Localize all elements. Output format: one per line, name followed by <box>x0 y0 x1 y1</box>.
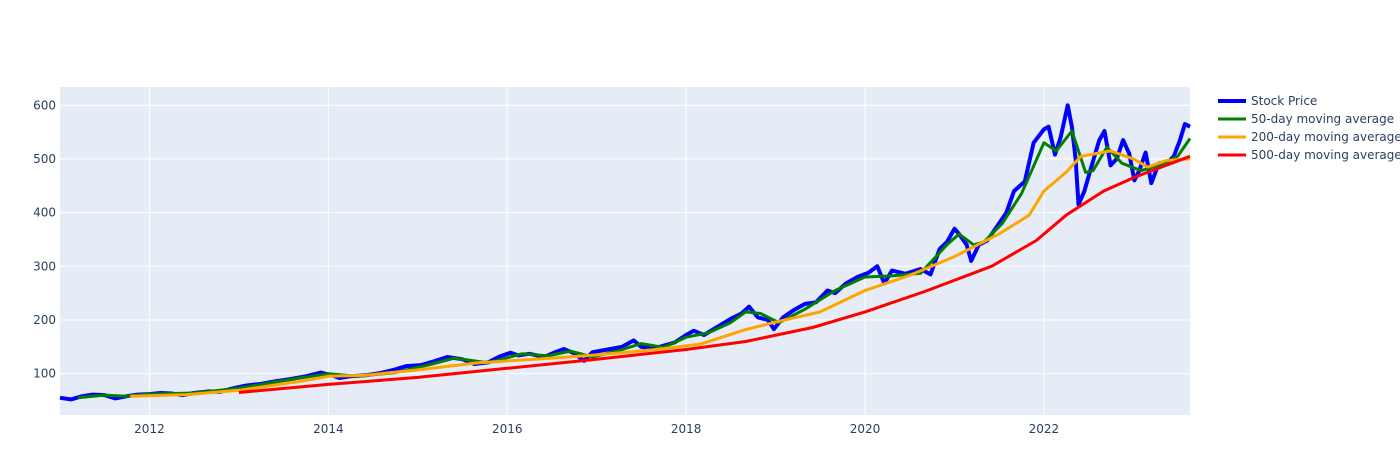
y-axis: 100 200 300 400 500 600 <box>33 98 56 380</box>
legend-item-500-day[interactable]: 500-day moving average <box>1218 148 1400 162</box>
y-tick-label: 200 <box>33 313 56 327</box>
series-line-500-day-moving-average <box>238 154 1191 394</box>
y-tick-label: 400 <box>33 206 56 220</box>
y-tick-label: 100 <box>33 367 56 381</box>
series-lines <box>59 103 1192 402</box>
y-tick-label: 300 <box>33 259 56 273</box>
legend-label: 200-day moving average <box>1251 130 1400 144</box>
legend-label: Stock Price <box>1251 94 1317 108</box>
x-tick-label: 2022 <box>1029 422 1060 436</box>
plot-background <box>60 87 1190 415</box>
x-axis: 2012 2014 2016 2018 2020 2022 <box>134 422 1059 436</box>
x-tick-label: 2018 <box>671 422 702 436</box>
legend-item-200-day[interactable]: 200-day moving average <box>1218 130 1400 144</box>
y-tick-label: 500 <box>33 152 56 166</box>
x-tick-label: 2012 <box>134 422 165 436</box>
legend-item-stock-price[interactable]: Stock Price <box>1218 94 1317 108</box>
x-tick-label: 2020 <box>850 422 881 436</box>
legend-label: 500-day moving average <box>1251 148 1400 162</box>
series-line-200-day-moving-average <box>130 149 1191 398</box>
x-tick-label: 2016 <box>492 422 523 436</box>
legend-label: 50-day moving average <box>1251 112 1394 126</box>
y-tick-label: 600 <box>33 98 56 112</box>
legend-item-50-day[interactable]: 50-day moving average <box>1218 112 1394 126</box>
x-tick-label: 2014 <box>313 422 344 436</box>
legend[interactable]: Stock Price 50-day moving average 200-da… <box>1218 94 1400 162</box>
gridlines <box>60 87 1190 415</box>
